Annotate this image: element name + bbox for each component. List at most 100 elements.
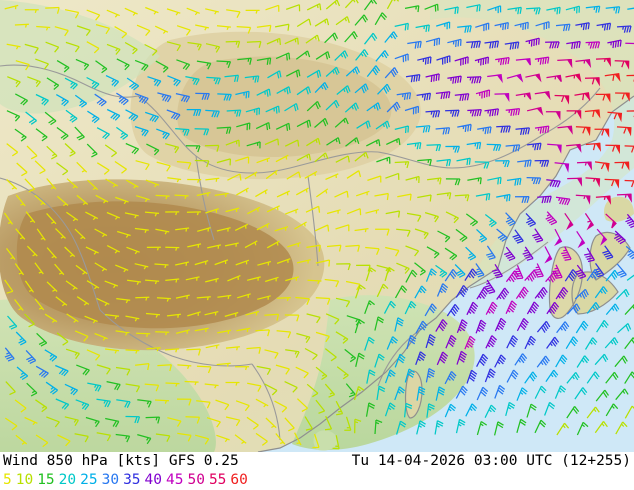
- wind-barb: [64, 9, 80, 19]
- wind-barb: [167, 177, 182, 183]
- wind-barb: [435, 91, 451, 100]
- wind-barb: [135, 362, 150, 371]
- wind-barb: [46, 281, 58, 292]
- wind-barb: [76, 364, 90, 376]
- wind-barb: [584, 109, 601, 119]
- wind-barb: [535, 21, 550, 30]
- wind-barb: [586, 406, 600, 419]
- wind-barb: [525, 73, 542, 83]
- wind-barb: [455, 418, 466, 434]
- wind-barb: [617, 323, 632, 334]
- wind-barb: [256, 88, 271, 97]
- wind-barb: [16, 366, 29, 381]
- wind-map-canvas[interactable]: [0, 0, 634, 452]
- wind-barb: [96, 398, 111, 408]
- wind-barb: [225, 139, 240, 147]
- wind-barb: [605, 213, 617, 229]
- wind-barb: [424, 303, 437, 317]
- wind-barb: [314, 224, 330, 232]
- wind-barb: [224, 311, 239, 318]
- wind-barb: [384, 266, 395, 282]
- wind-barb: [354, 151, 369, 162]
- wind-barb: [127, 279, 142, 285]
- wind-barb: [386, 137, 401, 145]
- wind-barb: [336, 85, 351, 95]
- wind-barb: [614, 60, 630, 70]
- wind-barb: [304, 347, 318, 361]
- wind-barb: [125, 383, 141, 393]
- wind-barb: [526, 403, 537, 418]
- wind-barb: [274, 23, 290, 31]
- wind-barb: [565, 5, 581, 14]
- wind-barb: [407, 40, 422, 49]
- wind-barb: [204, 383, 219, 389]
- wind-barb: [197, 226, 211, 232]
- wind-barb: [284, 417, 295, 432]
- wind-barb: [36, 332, 48, 347]
- wind-barb: [315, 331, 330, 343]
- wind-barb: [446, 304, 460, 317]
- wind-barb: [216, 126, 232, 134]
- wind-barb: [55, 296, 68, 307]
- wind-barb: [584, 77, 600, 87]
- wind-barb: [105, 417, 120, 428]
- wind-barb: [405, 73, 421, 83]
- wind-barb: [404, 5, 420, 13]
- wind-barb: [326, 209, 341, 215]
- wind-barb: [26, 145, 38, 160]
- wind-barb: [344, 416, 352, 431]
- wind-barb: [155, 331, 170, 336]
- wind-barb: [354, 14, 369, 26]
- wind-barb: [194, 159, 210, 168]
- wind-barb: [536, 355, 550, 368]
- wind-barb: [156, 161, 171, 172]
- wind-barb: [534, 286, 548, 299]
- wind-barb: [137, 433, 152, 445]
- wind-barb: [235, 259, 250, 266]
- wind-barb: [55, 228, 66, 239]
- wind-barb: [455, 284, 469, 298]
- wind-barb: [355, 284, 366, 299]
- wind-barb: [87, 110, 100, 124]
- wind-barb: [265, 4, 280, 12]
- wind-barb: [526, 106, 544, 116]
- wind-barb: [155, 228, 170, 235]
- wind-barb: [236, 25, 252, 34]
- wind-barb: [366, 102, 381, 112]
- wind-barb: [504, 41, 520, 50]
- wind-barb: [205, 344, 220, 349]
- wind-barb: [406, 212, 422, 222]
- wind-barb: [575, 22, 590, 31]
- wind-barb: [335, 400, 344, 416]
- wind-barb: [596, 320, 609, 333]
- wind-barb: [536, 320, 551, 333]
- wind-barb: [585, 177, 601, 188]
- wind-barb: [226, 109, 242, 117]
- wind-barb: [515, 58, 532, 66]
- wind-barb: [467, 108, 482, 117]
- wind-barb: [176, 25, 191, 36]
- wind-barb: [145, 416, 161, 424]
- wind-barb: [484, 108, 500, 117]
- wind-barb: [165, 278, 180, 283]
- wind-barb: [416, 386, 426, 401]
- wind-barb: [76, 161, 88, 173]
- wind-barb: [567, 177, 583, 187]
- wind-barb: [256, 157, 271, 164]
- wind-barb: [237, 57, 252, 65]
- wind-barb: [494, 21, 509, 31]
- wind-barb: [216, 158, 232, 166]
- wind-barb: [425, 73, 440, 83]
- wind-barb: [267, 70, 282, 79]
- wind-barb: [266, 205, 280, 213]
- wind-barb: [245, 107, 261, 116]
- wind-barb: [494, 384, 506, 399]
- wind-barb: [404, 368, 415, 383]
- wind-barb: [125, 349, 140, 354]
- wind-barb: [454, 194, 470, 202]
- wind-barb: [485, 301, 498, 315]
- wind-barb: [96, 432, 112, 442]
- wind-barb: [344, 348, 356, 363]
- wind-barb: [235, 400, 250, 412]
- wind-barb: [35, 93, 49, 106]
